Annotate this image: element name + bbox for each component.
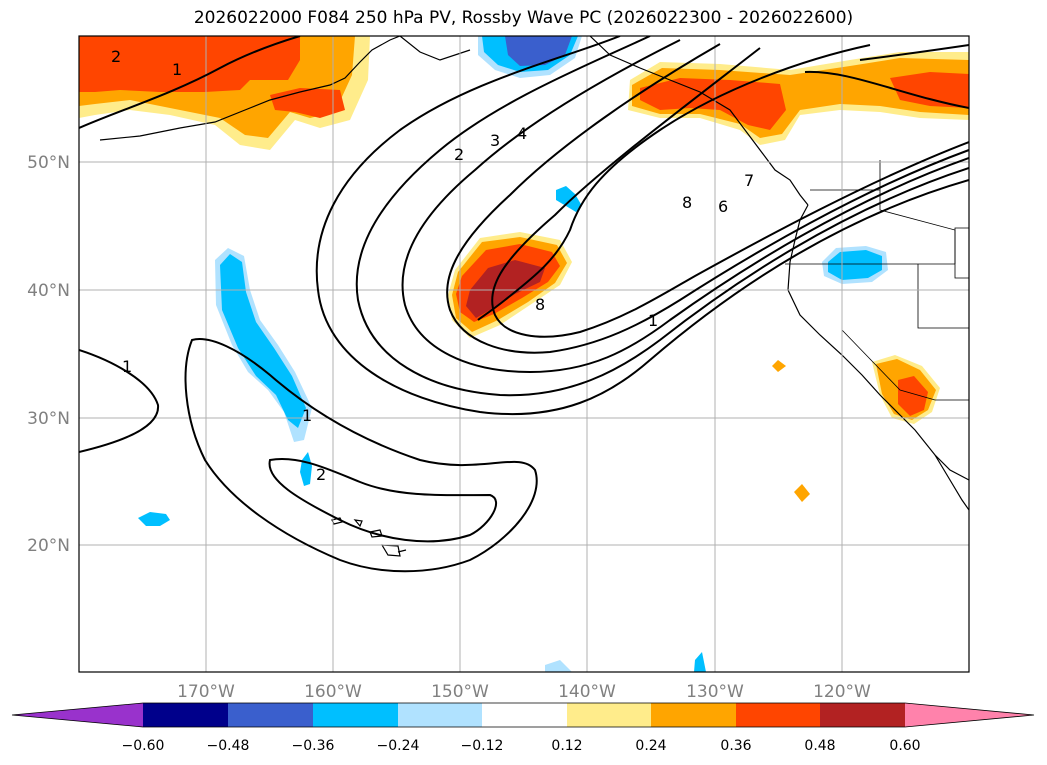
lon-label: 150°W bbox=[431, 682, 489, 702]
colorbar-max-extend bbox=[905, 703, 1034, 727]
colorbar-segment bbox=[398, 703, 482, 727]
contour-label: 8 bbox=[682, 193, 692, 212]
colorbar-tick-label: 0.12 bbox=[551, 738, 582, 754]
contour-label: 7 bbox=[744, 171, 754, 190]
negative-anomaly-small-d bbox=[545, 660, 572, 672]
positive-anomaly-socal-red bbox=[898, 376, 928, 416]
positive-anomaly-northeast-red bbox=[640, 78, 786, 130]
negative-anomaly-small-a bbox=[138, 512, 170, 526]
contour-label: 2 bbox=[316, 465, 326, 484]
latitude-labels: 50°N 40°N 30°N 20°N bbox=[27, 153, 70, 556]
colorbar-tick-label: 0.48 bbox=[804, 738, 835, 754]
colorbar-tick-label: 0.60 bbox=[889, 738, 920, 754]
lat-label: 30°N bbox=[27, 409, 70, 429]
colorbar-tick-label: −0.48 bbox=[207, 738, 250, 754]
lon-label: 130°W bbox=[686, 682, 744, 702]
colorbar-tick-label: 0.24 bbox=[635, 738, 666, 754]
lon-label: 140°W bbox=[558, 682, 616, 702]
contour-label: 6 bbox=[718, 197, 728, 216]
colorbar-tick-label: −0.36 bbox=[292, 738, 335, 754]
map-title: 2026022000 F084 250 hPa PV, Rossby Wave … bbox=[193, 8, 854, 28]
colorbar-segment bbox=[567, 703, 651, 727]
contour-label: 1 bbox=[122, 357, 132, 376]
positive-anomaly-northwest-red bbox=[79, 36, 300, 92]
contour-label: 1 bbox=[648, 311, 658, 330]
negative-anomaly-west-streak-mid bbox=[220, 254, 306, 428]
map-frame bbox=[78, 35, 970, 673]
colorbar-tick-label: 0.36 bbox=[720, 738, 751, 754]
colorbar-segment bbox=[820, 703, 905, 727]
colorbar-segment bbox=[313, 703, 398, 727]
negative-anomaly-small-north bbox=[556, 186, 582, 212]
contour-label: 4 bbox=[517, 124, 527, 143]
contour-label: 8 bbox=[535, 295, 545, 314]
colorbar: −0.60 −0.48 −0.36 −0.24 −0.12 0.12 0.24 … bbox=[11, 702, 1035, 754]
lon-label: 120°W bbox=[813, 682, 871, 702]
lat-label: 50°N bbox=[27, 153, 70, 173]
lat-label: 20°N bbox=[27, 536, 70, 556]
contour-label: 1 bbox=[172, 60, 182, 79]
rossby-wave-contours bbox=[79, 36, 969, 573]
colorbar-min-extend bbox=[12, 703, 143, 727]
colorbar-tick-label: −0.24 bbox=[377, 738, 420, 754]
contour-label: 1 bbox=[302, 406, 312, 425]
colorbar-tick-label: −0.12 bbox=[461, 738, 504, 754]
positive-anomaly-northeast-orange bbox=[632, 58, 969, 138]
colorbar-segment bbox=[651, 703, 736, 727]
contour-label: 2 bbox=[454, 145, 464, 164]
colorbar-tick-label: −0.60 bbox=[122, 738, 165, 754]
colorbar-segment bbox=[482, 703, 567, 727]
contour-label: 3 bbox=[490, 131, 500, 150]
colorbar-segment bbox=[736, 703, 820, 727]
lon-label: 170°W bbox=[177, 682, 235, 702]
positive-anomaly-northeast-red2 bbox=[890, 72, 969, 108]
gridlines bbox=[79, 36, 969, 672]
positive-anomaly-small-socal1 bbox=[772, 360, 786, 372]
lat-label: 40°N bbox=[27, 281, 70, 301]
contour-label: 2 bbox=[111, 47, 121, 66]
positive-anomaly-central-core bbox=[466, 260, 545, 318]
colorbar-segment bbox=[228, 703, 313, 727]
longitude-labels: 170°W 160°W 150°W 140°W 130°W 120°W bbox=[177, 682, 871, 702]
negative-anomaly-small-c bbox=[694, 652, 706, 672]
contour-labels: 2 1 2 3 4 8 7 6 8 1 1 1 2 bbox=[111, 47, 754, 484]
colorbar-segment bbox=[143, 703, 228, 727]
positive-anomaly-small-socal2 bbox=[794, 484, 810, 502]
lon-label: 160°W bbox=[304, 682, 362, 702]
map-background bbox=[79, 36, 969, 672]
